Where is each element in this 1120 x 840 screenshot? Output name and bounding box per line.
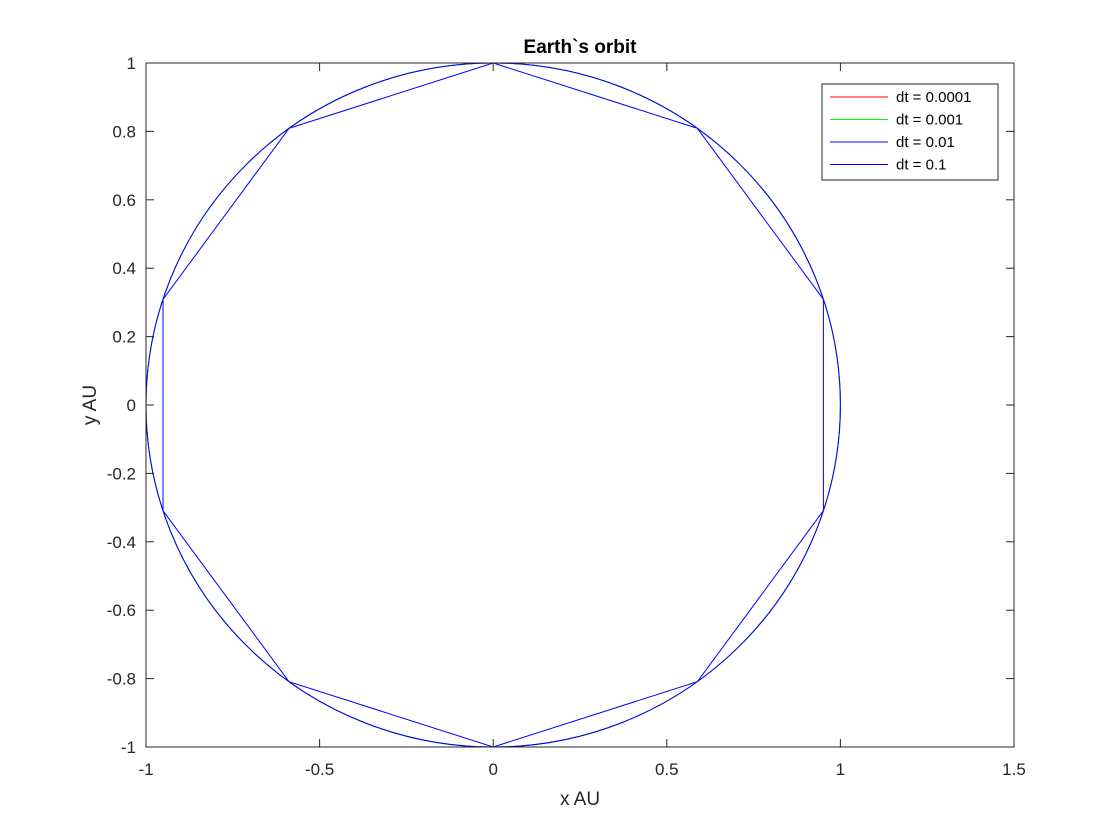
y-tick-label: 0.2 xyxy=(112,328,136,347)
y-tick-label: 1 xyxy=(127,54,136,73)
y-tick-label: -0.4 xyxy=(107,533,136,552)
y-tick-label: -0.6 xyxy=(107,601,136,620)
y-tick-label: -1 xyxy=(121,738,136,757)
legend-label: dt = 0.0001 xyxy=(896,89,971,106)
chart-title: Earth`s orbit xyxy=(524,37,638,58)
x-axis-title: x AU xyxy=(560,789,600,810)
y-tick-label: 0.4 xyxy=(112,259,136,278)
x-tick-label: 0 xyxy=(488,760,497,779)
x-tick-label: -1 xyxy=(138,760,153,779)
x-tick-label: 1 xyxy=(836,760,845,779)
x-tick-label: -0.5 xyxy=(305,760,334,779)
ticks-layer: -1 -0.5 0 0.5 1 1.5 -1 -0.8 -0.6 -0.4 -0.2 0 0.2 0.4 0… xyxy=(107,54,1026,779)
y-tick-label: -0.2 xyxy=(107,464,136,483)
y-tick-label: 0.8 xyxy=(112,122,136,141)
legend-label: dt = 0.01 xyxy=(896,134,955,151)
y-tick-label: 0.6 xyxy=(112,191,136,210)
y-axis-title: y AU xyxy=(80,385,101,425)
x-tick-label: 1.5 xyxy=(1002,760,1026,779)
legend: dt = 0.0001 dt = 0.001 dt = 0.01 dt = 0.1 xyxy=(821,83,999,181)
x-tick-label: 0.5 xyxy=(655,760,679,779)
y-tick-label: 0 xyxy=(127,396,136,415)
legend-label: dt = 0.1 xyxy=(896,157,946,174)
y-tick-label: -0.8 xyxy=(107,670,136,689)
legend-label: dt = 0.001 xyxy=(896,112,963,129)
